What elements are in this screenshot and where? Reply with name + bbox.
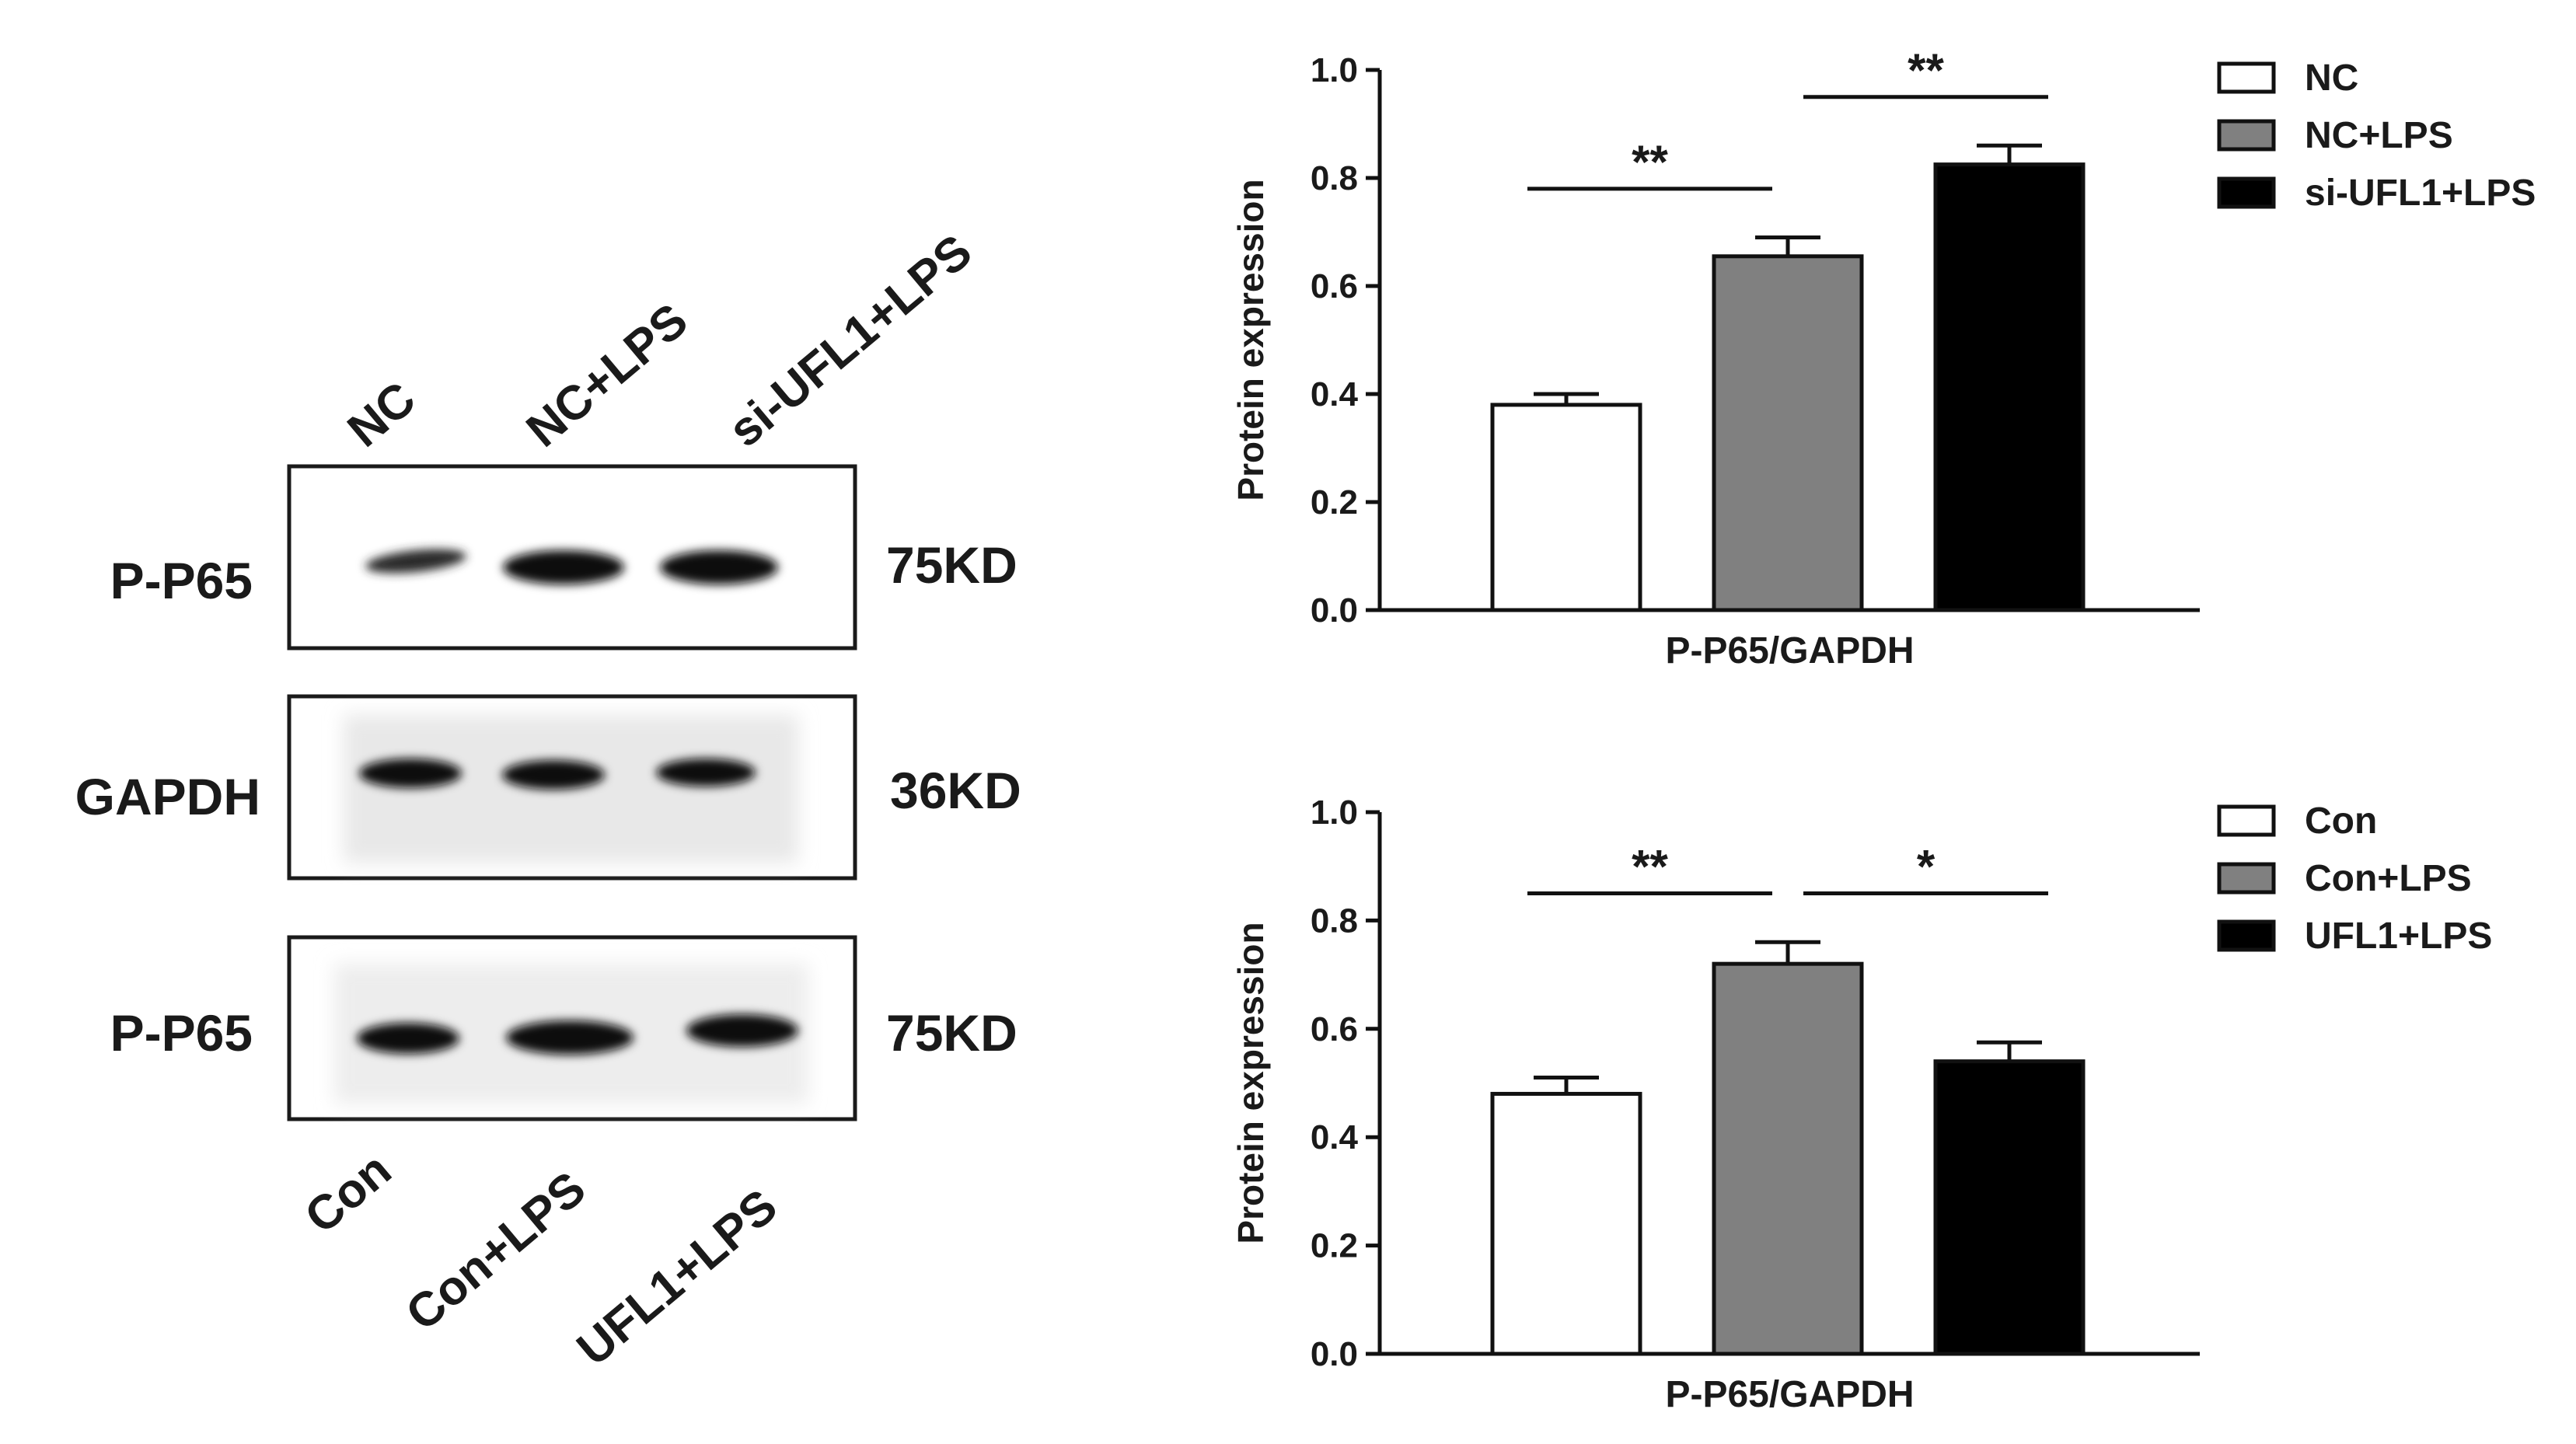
band bbox=[656, 759, 756, 787]
band bbox=[365, 549, 466, 574]
protein-label: P-P65 bbox=[110, 1004, 253, 1062]
y-axis-label: Protein expression bbox=[1230, 922, 1271, 1243]
band bbox=[506, 1020, 634, 1055]
protein-label: P-P65 bbox=[110, 552, 253, 609]
y-axis-label: Protein expression bbox=[1230, 179, 1271, 501]
bar bbox=[1490, 403, 1642, 612]
protein-label: GAPDH bbox=[75, 768, 260, 825]
significance-label: ** bbox=[1632, 841, 1668, 893]
legend-swatch bbox=[2217, 862, 2276, 895]
legend-swatch bbox=[2217, 176, 2276, 209]
legend-swatch bbox=[2217, 61, 2276, 94]
bar bbox=[1490, 1091, 1642, 1356]
x-axis-label: P-P65/GAPDH bbox=[1665, 1374, 1914, 1415]
legend-label: Con bbox=[2305, 800, 2377, 842]
bar bbox=[1712, 961, 1864, 1356]
legend-label: UFL1+LPS bbox=[2305, 916, 2492, 957]
significance-label: ** bbox=[1632, 136, 1668, 188]
bar bbox=[1933, 1059, 2086, 1356]
bar bbox=[1933, 162, 2086, 612]
y-tick-label: 0.8 bbox=[1311, 159, 1358, 197]
legend-swatch bbox=[2217, 919, 2276, 952]
size-label: 36KD bbox=[890, 762, 1021, 819]
y-tick-label: 0.4 bbox=[1311, 1118, 1359, 1156]
legend-label: Con+LPS bbox=[2305, 858, 2472, 899]
significance-label: * bbox=[1917, 841, 1935, 893]
significance-label: ** bbox=[1908, 44, 1944, 96]
y-tick-label: 0.6 bbox=[1311, 267, 1358, 305]
size-label: 75KD bbox=[886, 536, 1017, 594]
legend-swatch bbox=[2217, 119, 2276, 152]
blot-row-3 bbox=[287, 935, 857, 1121]
y-tick-label: 1.0 bbox=[1311, 51, 1358, 89]
blot-row-2 bbox=[287, 694, 857, 881]
x-axis-label: P-P65/GAPDH bbox=[1665, 630, 1914, 671]
band bbox=[359, 759, 462, 788]
y-tick-label: 0.6 bbox=[1311, 1010, 1358, 1048]
legend-label: NC+LPS bbox=[2305, 115, 2453, 156]
y-tick-label: 1.0 bbox=[1311, 794, 1358, 832]
y-tick-label: 0.0 bbox=[1311, 591, 1358, 630]
band bbox=[357, 1023, 459, 1054]
y-tick-label: 0.0 bbox=[1311, 1335, 1358, 1373]
legend-swatch bbox=[2217, 804, 2276, 837]
y-tick-label: 0.4 bbox=[1311, 375, 1359, 413]
bar bbox=[1712, 254, 1864, 612]
band bbox=[503, 550, 624, 584]
y-tick-label: 0.2 bbox=[1311, 1227, 1358, 1265]
y-tick-label: 0.2 bbox=[1311, 483, 1358, 521]
legend-label: si-UFL1+LPS bbox=[2305, 173, 2536, 214]
blot-row-1 bbox=[287, 464, 857, 650]
size-label: 75KD bbox=[886, 1004, 1017, 1062]
band bbox=[660, 550, 778, 584]
band bbox=[502, 760, 605, 790]
legend-label: NC bbox=[2305, 58, 2358, 99]
band bbox=[686, 1014, 798, 1047]
y-tick-label: 0.8 bbox=[1311, 902, 1358, 940]
